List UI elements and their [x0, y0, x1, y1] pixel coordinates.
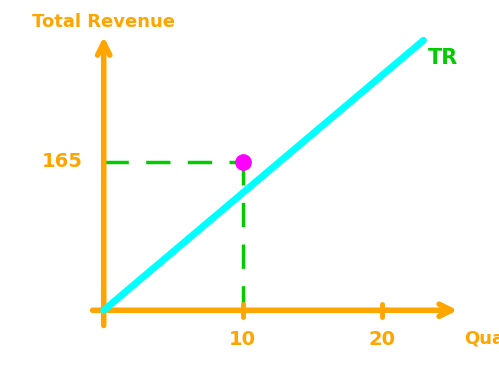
- Text: 20: 20: [368, 330, 395, 349]
- Text: TR: TR: [428, 48, 458, 69]
- Text: 165: 165: [42, 152, 83, 171]
- Text: Quantity: Quantity: [465, 330, 499, 348]
- Text: Total Revenue: Total Revenue: [32, 13, 175, 31]
- Text: 10: 10: [229, 330, 256, 349]
